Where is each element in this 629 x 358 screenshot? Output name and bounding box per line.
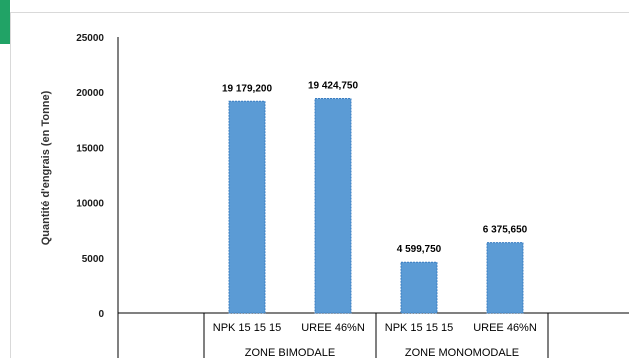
chart-frame <box>10 12 629 358</box>
y-tick-label: 5000 <box>82 254 105 265</box>
excel-selection-tab <box>0 0 10 44</box>
x-group-label: ZONE MONOMODALE <box>405 347 519 358</box>
bar <box>314 98 352 314</box>
y-tick-label: 25000 <box>76 33 104 44</box>
y-tick-label: 10000 <box>76 199 104 210</box>
y-ticks: 25000 20000 15000 10000 5000 0 <box>76 33 104 320</box>
data-label: 19 179,200 <box>222 83 272 94</box>
y-tick-label: 20000 <box>76 88 104 99</box>
x-category-label: NPK 15 15 15 <box>385 322 454 334</box>
x-category-label: UREE 46%N <box>473 322 537 334</box>
x-category-label: NPK 15 15 15 <box>213 322 282 334</box>
data-label: 4 599,750 <box>397 244 442 255</box>
y-axis-label: Quantité d'engrais (en Tonne) <box>40 90 52 245</box>
y-tick-label: 15000 <box>76 143 104 154</box>
bar <box>400 261 438 314</box>
y-tick-label: 0 <box>98 309 104 320</box>
bar <box>228 100 266 314</box>
x-category-label: UREE 46%N <box>301 322 365 334</box>
bars: 19 179,200 19 424,750 4 599,750 6 375,650 <box>222 81 528 314</box>
bar <box>486 242 524 314</box>
x-group-label: ZONE BIMODALE <box>245 347 335 358</box>
data-label: 6 375,650 <box>483 225 528 236</box>
x-labels: NPK 15 15 15 UREE 46%N NPK 15 15 15 UREE 46… <box>203 313 549 358</box>
data-label: 19 424,750 <box>308 81 358 92</box>
